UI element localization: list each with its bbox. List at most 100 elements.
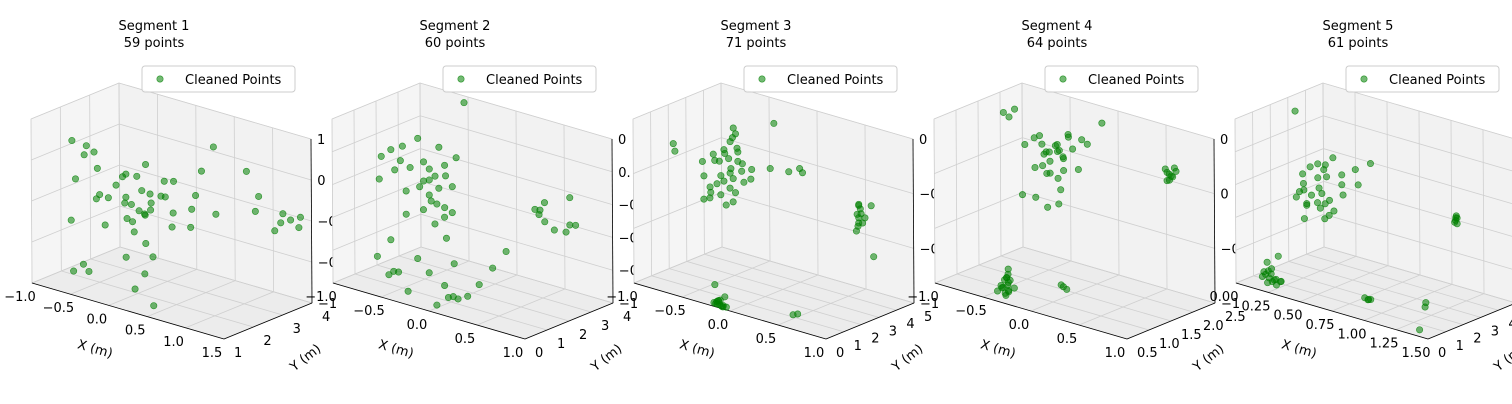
z-axis-line xyxy=(1213,138,1216,304)
data-point xyxy=(373,252,381,260)
data-point xyxy=(541,218,549,226)
z-tick-label: −0 xyxy=(920,242,939,257)
data-point xyxy=(1011,105,1019,113)
data-point xyxy=(852,227,860,235)
legend-marker xyxy=(1360,75,1368,83)
y-tick-label: 1 xyxy=(1456,339,1464,354)
data-point xyxy=(433,301,441,309)
data-point xyxy=(1338,181,1346,189)
data-point xyxy=(147,206,155,214)
data-point xyxy=(90,148,98,156)
x-tick-label: 1.00 xyxy=(1338,327,1367,342)
data-point xyxy=(425,176,433,184)
legend: Cleaned Points xyxy=(141,65,296,93)
data-point xyxy=(431,220,439,228)
data-point xyxy=(1323,173,1331,181)
data-point xyxy=(435,143,443,151)
data-point xyxy=(147,199,155,207)
data-point xyxy=(1019,191,1027,199)
data-point xyxy=(1078,136,1086,144)
data-point xyxy=(717,191,725,199)
data-point xyxy=(1292,193,1300,201)
data-point xyxy=(1165,176,1173,184)
data-point xyxy=(785,168,793,176)
z-tick-label: −1 xyxy=(619,297,638,312)
x-axis-line xyxy=(332,282,526,340)
legend-label: Cleaned Points xyxy=(1389,73,1486,88)
data-point xyxy=(390,267,398,275)
data-point xyxy=(387,236,395,244)
scatter-points xyxy=(669,119,878,319)
data-point xyxy=(1032,193,1040,201)
data-point xyxy=(1046,169,1054,177)
data-point xyxy=(1031,164,1039,172)
data-point xyxy=(1329,154,1337,162)
data-point xyxy=(287,216,295,224)
data-point xyxy=(142,239,150,247)
x-axis-line xyxy=(1235,282,1429,340)
data-point xyxy=(1055,200,1063,208)
data-point xyxy=(67,216,75,224)
data-point xyxy=(1069,145,1077,153)
data-point xyxy=(502,248,510,256)
data-point xyxy=(861,214,869,222)
z-axis-line xyxy=(912,138,915,304)
y-tick-label: 3 xyxy=(1491,324,1499,339)
chart-subtitle: 71 points xyxy=(726,36,787,51)
x-tick-label: 0.5 xyxy=(1057,332,1078,347)
data-point xyxy=(719,303,727,311)
data-point xyxy=(1172,167,1180,175)
data-point xyxy=(728,134,736,142)
data-point xyxy=(460,99,468,107)
data-point xyxy=(1057,186,1065,194)
x-tick-label: 0.0 xyxy=(407,318,428,333)
data-point xyxy=(711,281,719,289)
x-tick-label: 0.0 xyxy=(1009,318,1030,333)
data-point xyxy=(406,164,414,172)
data-point xyxy=(1267,270,1275,278)
data-point xyxy=(713,180,721,188)
data-point xyxy=(82,142,90,150)
data-point xyxy=(104,194,112,202)
data-point xyxy=(402,187,410,195)
x-tick-label: 1.0 xyxy=(163,335,184,350)
legend-marker xyxy=(1059,75,1067,83)
data-point xyxy=(707,188,715,196)
data-point xyxy=(722,201,730,209)
chart-subtitle: 61 points xyxy=(1328,36,1389,51)
legend-label: Cleaned Points xyxy=(185,73,282,88)
data-point xyxy=(391,166,399,174)
scatter-points xyxy=(1258,107,1461,334)
chart-subtitle: 60 points xyxy=(425,36,486,51)
data-point xyxy=(1314,174,1322,182)
data-point xyxy=(1010,284,1018,292)
data-point xyxy=(1038,140,1046,148)
chart-title: Segment 4 xyxy=(1022,19,1093,34)
data-point xyxy=(402,210,410,218)
z-tick-label: −0 xyxy=(619,231,638,246)
z-tick-label: −1 xyxy=(920,297,939,312)
data-point xyxy=(425,165,433,173)
chart-subtitle: 59 points xyxy=(124,36,185,51)
data-point xyxy=(212,210,220,218)
data-point xyxy=(1046,157,1054,165)
data-point xyxy=(726,184,734,192)
data-point xyxy=(93,164,101,172)
y-tick-label: 3 xyxy=(601,319,609,334)
data-point xyxy=(442,172,450,180)
data-point xyxy=(855,219,863,227)
data-point xyxy=(870,253,878,261)
legend-marker xyxy=(758,75,766,83)
x-tick-label: 0.00 xyxy=(1210,290,1239,305)
data-point xyxy=(732,189,740,197)
x-tick-label: 0.5 xyxy=(125,324,146,339)
y-tick-label: 1.5 xyxy=(1181,328,1202,343)
data-point xyxy=(1299,170,1307,178)
data-point xyxy=(1308,191,1316,199)
data-point xyxy=(419,206,427,214)
data-point xyxy=(161,193,169,201)
x-tick-label: −1.0 xyxy=(305,290,337,305)
data-point xyxy=(130,228,138,236)
legend-label: Cleaned Points xyxy=(486,73,583,88)
y-axis-line xyxy=(223,302,313,340)
